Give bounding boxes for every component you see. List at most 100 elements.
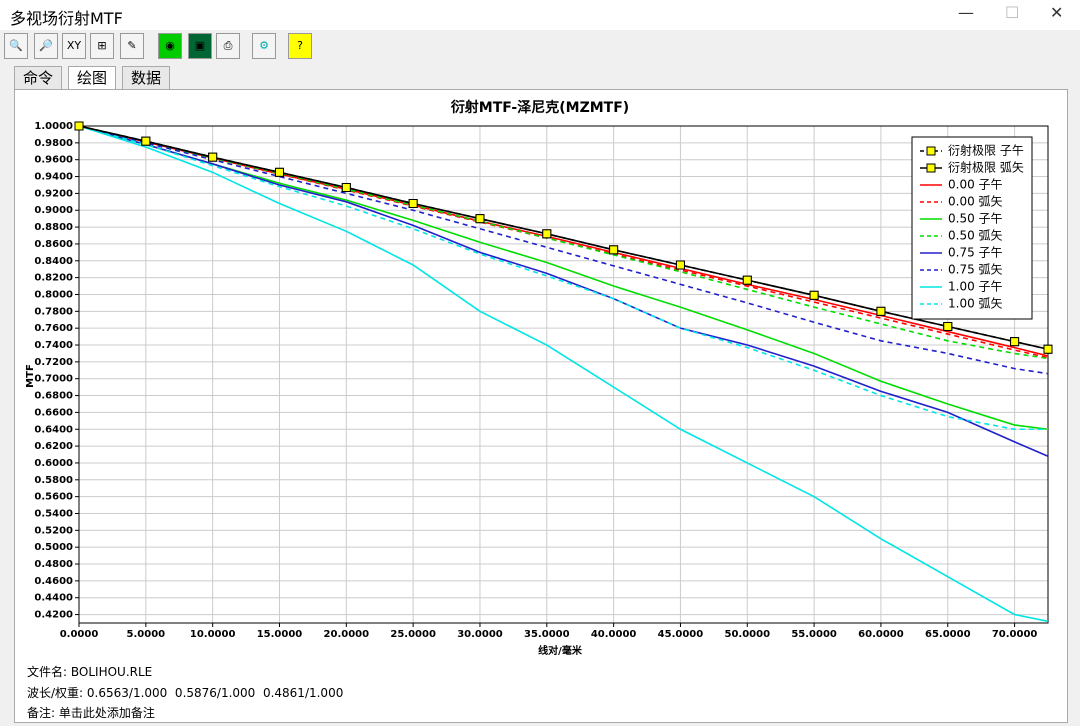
zoom-in-button[interactable]: 🔍: [4, 33, 28, 59]
y-tick-label: 0.6600: [34, 407, 73, 418]
y-tick-label: 1.0000: [34, 121, 73, 132]
label: 文件名:: [27, 665, 68, 679]
legend-label: 0.00 子午: [948, 178, 1003, 192]
minimize-button[interactable]: —: [958, 3, 974, 22]
save-button[interactable]: ▣: [188, 33, 212, 59]
pen-button[interactable]: ✎: [120, 33, 144, 59]
axis-button[interactable]: XY: [62, 33, 86, 59]
y-tick-label: 0.6800: [34, 391, 73, 402]
y-tick-label: 0.9200: [34, 188, 73, 199]
print-button[interactable]: ⎙: [216, 33, 240, 59]
tab[interactable]: 数据: [122, 66, 171, 89]
zoom-out-button[interactable]: 🔎: [34, 33, 58, 59]
y-tick-label: 0.7200: [34, 357, 73, 368]
y-tick-label: 0.4800: [34, 559, 73, 570]
value[interactable]: 单击此处添加备注: [58, 706, 155, 720]
x-tick-label: 30.0000: [457, 629, 503, 640]
label: 波长/权重:: [27, 686, 84, 700]
plot-area: [79, 126, 1048, 623]
x-tick-label: 15.0000: [257, 629, 303, 640]
marker: [609, 245, 619, 255]
window-title: 多视场衍射MTF: [10, 9, 123, 28]
x-tick-label: 45.0000: [658, 629, 704, 640]
y-tick-label: 0.4400: [34, 593, 73, 604]
x-tick-label: 60.0000: [858, 629, 904, 640]
marker: [675, 260, 685, 270]
y-tick-label: 0.6400: [34, 424, 73, 435]
x-axis-label: 线对/毫米: [538, 644, 583, 657]
y-tick-label: 0.5000: [34, 542, 73, 553]
tab[interactable]: 绘图: [68, 66, 117, 89]
legend-marker: [926, 146, 936, 156]
note-info[interactable]: 备注: 单击此处添加备注: [27, 704, 155, 721]
maximize-button[interactable]: ☐: [1005, 3, 1020, 22]
legend-label: 1.00 弧矢: [948, 297, 1003, 311]
y-tick-label: 0.5200: [34, 525, 73, 536]
marker: [809, 290, 819, 300]
marker: [542, 229, 552, 239]
x-tick-label: 10.0000: [190, 629, 236, 640]
marker: [1043, 344, 1053, 354]
y-tick-label: 0.9600: [34, 155, 73, 166]
x-tick-label: 0.0000: [60, 629, 99, 640]
close-button[interactable]: ✕: [1050, 3, 1064, 22]
y-tick-label: 0.4200: [34, 610, 73, 621]
marker: [141, 136, 151, 146]
tab[interactable]: 命令: [14, 66, 63, 89]
marker: [274, 167, 284, 177]
x-tick-label: 70.0000: [992, 629, 1038, 640]
marker: [74, 121, 84, 131]
y-tick-label: 0.7000: [34, 374, 73, 385]
marker: [742, 275, 752, 285]
y-tick-label: 0.7800: [34, 306, 73, 317]
y-tick-label: 0.7600: [34, 323, 73, 334]
legend-label: 0.50 子午: [948, 212, 1003, 226]
legend-label: 0.75 子午: [948, 246, 1003, 260]
label: 备注:: [27, 706, 56, 720]
marker: [475, 214, 485, 224]
wavelength-info: 波长/权重: 0.6563/1.000 0.5876/1.000 0.4861/…: [27, 684, 343, 701]
y-tick-label: 0.8200: [34, 273, 73, 284]
y-tick-label: 0.5800: [34, 475, 73, 486]
y-tick-label: 0.8800: [34, 222, 73, 233]
file-info: 文件名: BOLIHOU.RLE: [27, 663, 152, 680]
series-line: [79, 126, 1048, 431]
legend-label: 0.00 弧矢: [948, 195, 1003, 209]
y-tick-label: 0.6000: [34, 458, 73, 469]
x-tick-label: 5.0000: [127, 629, 166, 640]
series-line: [79, 126, 1048, 360]
legend-label: 0.50 弧矢: [948, 229, 1003, 243]
legend-label: 1.00 子午: [948, 280, 1003, 294]
marker: [943, 321, 953, 331]
x-tick-label: 25.0000: [390, 629, 436, 640]
y-tick-label: 0.5600: [34, 492, 73, 503]
value: 0.6563/1.000 0.5876/1.000 0.4861/1.000: [86, 686, 344, 700]
title-bar: 多视场衍射MTF — ☐ ✕: [0, 0, 1080, 30]
y-tick-label: 0.5400: [34, 508, 73, 519]
y-tick-label: 0.8400: [34, 256, 73, 267]
x-tick-label: 55.0000: [791, 629, 837, 640]
y-tick-label: 0.8000: [34, 289, 73, 300]
marker: [341, 182, 351, 192]
legend-label: 0.75 弧矢: [948, 263, 1003, 277]
settings-button[interactable]: ⚙: [252, 33, 276, 59]
series-line: [79, 126, 1048, 375]
series-line: [79, 126, 1048, 457]
help-button[interactable]: ?: [288, 33, 312, 59]
x-tick-label: 20.0000: [324, 629, 370, 640]
marker: [876, 306, 886, 316]
y-axis-label: MTF: [25, 364, 36, 388]
camera-button[interactable]: ◉: [158, 33, 182, 59]
x-tick-label: 50.0000: [725, 629, 771, 640]
plot-frame: [78, 125, 1049, 624]
marker: [1010, 337, 1020, 347]
y-tick-label: 0.7400: [34, 340, 73, 351]
series-line: [79, 126, 1048, 623]
marker: [208, 152, 218, 162]
y-tick-label: 0.9000: [34, 205, 73, 216]
chart-title: 衍射MTF-泽尼克(MZMTF): [450, 99, 629, 116]
fit-button[interactable]: ⊞: [90, 33, 114, 59]
value: BOLIHOU.RLE: [70, 665, 153, 679]
